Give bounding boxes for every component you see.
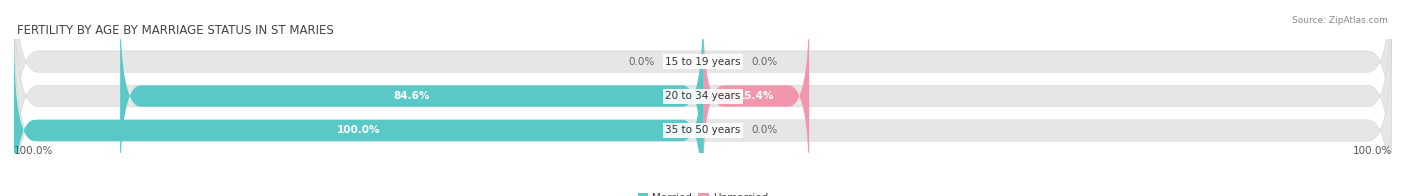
Text: 100.0%: 100.0% [1353,146,1392,156]
Text: 84.6%: 84.6% [394,91,430,101]
Legend: Married, Unmarried: Married, Unmarried [634,188,772,196]
Text: 15.4%: 15.4% [738,91,775,101]
FancyBboxPatch shape [14,21,1392,196]
FancyBboxPatch shape [120,3,703,189]
FancyBboxPatch shape [14,0,1392,196]
Text: 0.0%: 0.0% [751,57,778,67]
Text: 100.0%: 100.0% [337,125,380,135]
Text: 0.0%: 0.0% [628,57,655,67]
Text: 20 to 34 years: 20 to 34 years [665,91,741,101]
Text: 35 to 50 years: 35 to 50 years [665,125,741,135]
Text: 100.0%: 100.0% [14,146,53,156]
Text: Source: ZipAtlas.com: Source: ZipAtlas.com [1292,16,1388,25]
FancyBboxPatch shape [14,0,1392,172]
FancyBboxPatch shape [14,38,703,196]
Text: FERTILITY BY AGE BY MARRIAGE STATUS IN ST MARIES: FERTILITY BY AGE BY MARRIAGE STATUS IN S… [17,24,333,36]
FancyBboxPatch shape [703,3,808,189]
Text: 15 to 19 years: 15 to 19 years [665,57,741,67]
Text: 0.0%: 0.0% [751,125,778,135]
